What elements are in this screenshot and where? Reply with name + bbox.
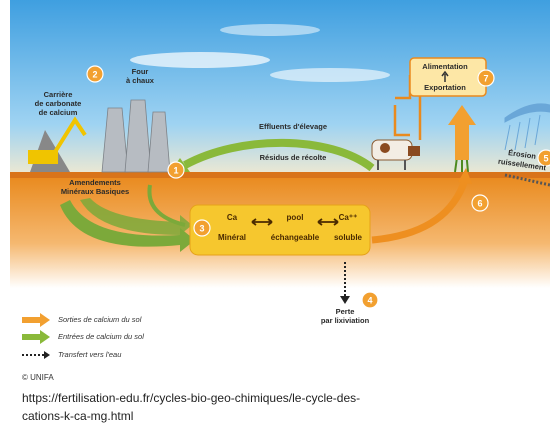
legend-markers [22, 313, 50, 359]
diagram: Carrière de carbonate de calcium Four à … [0, 0, 550, 430]
export-label: Exportation [424, 83, 466, 92]
kiln-label: à chaux [126, 76, 155, 85]
quarry-label: de calcium [39, 108, 78, 117]
credit: © UNIFA [22, 373, 54, 382]
source-url: https://fertilisation-edu.fr/cycles-bio-… [22, 391, 360, 405]
quarry-label: de carbonate [35, 99, 82, 108]
legend-label: Sorties de calcium du sol [58, 315, 142, 324]
leaching-label: par lixiviation [321, 316, 370, 325]
step-number: 6 [477, 198, 482, 208]
excavator [28, 150, 58, 164]
quarry-label: Carrière [44, 90, 73, 99]
pool-label: échangeable [271, 233, 320, 242]
residues-label: Résidus de récolte [260, 153, 327, 162]
food-label: Alimentation [422, 62, 468, 71]
step-number: 3 [199, 223, 204, 233]
arrow-head [340, 296, 350, 304]
pool-label: pool [287, 213, 304, 222]
pool-label: soluble [334, 233, 363, 242]
step-number: 7 [483, 73, 488, 83]
step-number: 5 [543, 153, 548, 163]
source-url: cations-k-ca-mg.html [22, 409, 133, 423]
cloud [130, 52, 270, 68]
step-number: 1 [173, 165, 178, 175]
legend-label: Transfert vers l'eau [58, 350, 122, 359]
pool-label: Ca [227, 213, 238, 222]
kiln-label: Four [132, 67, 149, 76]
pool-label: Ca⁺⁺ [339, 213, 358, 222]
step-number: 2 [92, 69, 97, 79]
amendments-label: Amendements [69, 178, 121, 187]
cloud [220, 24, 320, 36]
legend-label: Entrées de calcium du sol [58, 332, 144, 341]
pool-label: Minéral [218, 233, 246, 242]
leaching-label: Perte [336, 307, 355, 316]
effluents-label: Effluents d'élevage [259, 122, 327, 131]
step-number: 4 [367, 295, 372, 305]
amendments-label: Minéraux Basiques [61, 187, 129, 196]
cloud [270, 68, 390, 82]
